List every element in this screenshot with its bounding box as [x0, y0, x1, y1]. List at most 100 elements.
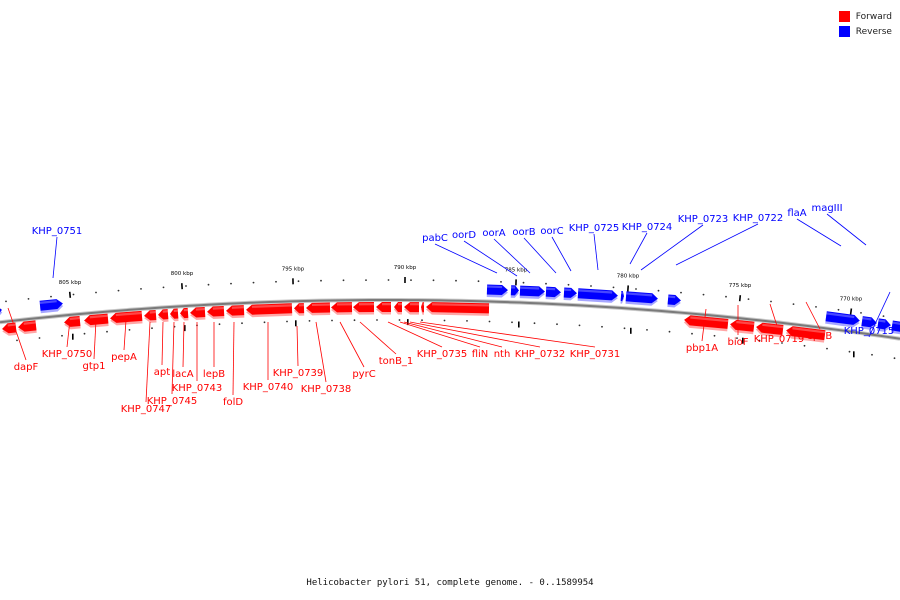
leader-line: [640, 224, 704, 271]
minor-dot: [421, 319, 423, 322]
gene-label-pbp1a: pbp1A: [686, 343, 718, 354]
gene-arrow-forward: [425, 302, 490, 316]
minor-dot: [50, 295, 52, 298]
gene-label-khp-0725: KHP_0725: [569, 223, 620, 234]
gene-label-oorb: oorB: [512, 227, 535, 238]
gene-arrow-forward: [294, 303, 305, 316]
minor-dot: [263, 321, 266, 324]
gene-label-khp-0722: KHP_0722: [733, 213, 784, 224]
minor-dot: [320, 279, 322, 282]
minor-dot: [500, 281, 502, 283]
gene-arrow-forward: [403, 302, 420, 315]
gene-arrow-reverse: [620, 291, 624, 304]
minor-dot: [725, 295, 727, 298]
minor-dot: [218, 323, 221, 326]
minor-dot: [16, 339, 18, 342]
leader-line: [339, 321, 365, 368]
tick-label: 805 kbp: [59, 280, 82, 286]
leader-line: [359, 321, 397, 355]
tick-label: 785 kbp: [505, 267, 528, 273]
gene-arrow-forward: [180, 307, 189, 321]
gene-label-khp-0731: KHP_0731: [570, 349, 621, 360]
minor-dot: [477, 280, 480, 283]
minor-dot: [668, 330, 671, 333]
leader-line: [145, 321, 151, 403]
minor-dot: [612, 286, 615, 289]
minor-dot: [736, 337, 738, 339]
minor-dot: [680, 291, 682, 294]
gene-label-apt: apt: [154, 367, 170, 378]
gene-label-gtp1: gtp1: [83, 361, 106, 372]
minor-dot: [635, 288, 637, 290]
minor-dot: [140, 288, 142, 290]
gene-arrow-reverse: [625, 291, 658, 306]
minor-dot: [848, 350, 851, 353]
minor-dot: [241, 322, 243, 325]
gene-arrow-forward: [110, 310, 143, 326]
gene-arrow-reverse: [0, 305, 3, 319]
minor-dot: [61, 334, 63, 337]
gene-arrow-forward: [158, 309, 169, 322]
gene-label-nth: nth: [494, 349, 511, 360]
tick-label: 795 kbp: [282, 266, 305, 272]
leader-line: [315, 321, 327, 383]
minor-dot: [623, 327, 626, 330]
leader-line: [826, 213, 867, 246]
leader-line: [52, 236, 58, 279]
legend-label-reverse: Reverse: [855, 26, 892, 37]
gene-arrow-forward: [306, 302, 331, 316]
genome-backbone: [0, 297, 900, 341]
gene-label-khp-0740: KHP_0740: [243, 382, 294, 393]
tick-mark: [404, 276, 406, 284]
label-leaders: [7, 213, 891, 403]
gene-arrow-reverse: [510, 285, 519, 298]
minor-dot: [702, 293, 705, 296]
gene-label-khp-0738: KHP_0738: [301, 384, 352, 395]
gene-label-fold: folD: [223, 397, 243, 408]
kbp-ticks: 805 kbp 800 kbp 795 kbp 790 kbp 785 kbp 780 k…: [59, 265, 863, 358]
gene-label-flin: fliN: [472, 349, 489, 360]
gene-arrow-forward: [170, 308, 179, 322]
gene-label-khp-0743: KHP_0743: [172, 383, 223, 394]
leader-line: [629, 232, 648, 265]
legend-swatch-reverse: [838, 26, 850, 37]
gene-arrow-reverse: [577, 288, 618, 303]
gene-arrow-reverse: [876, 318, 891, 332]
minor-dot: [331, 319, 333, 322]
tick-mark: [849, 308, 853, 315]
minor-tick-dots: [5, 279, 896, 360]
minor-dot: [893, 357, 896, 360]
gene-label-khp-0732: KHP_0732: [515, 349, 566, 360]
minor-dot: [747, 298, 750, 300]
minor-dot: [758, 339, 761, 342]
leader-line: [675, 223, 759, 266]
gene-arrow-forward: [683, 315, 729, 332]
gene-arrow-forward: [64, 315, 81, 330]
gene-label-oora: oorA: [482, 228, 505, 239]
legend-item-reverse: Reverse: [838, 24, 892, 39]
tick-mark: [853, 351, 855, 358]
gene-arrow-forward: [226, 305, 245, 319]
gene-label-flaa: flaA: [787, 208, 806, 219]
minor-dot: [567, 283, 570, 286]
minor-dot: [466, 320, 468, 322]
minor-dot: [781, 342, 783, 344]
gene-arrow-forward: [420, 302, 425, 315]
leader-line: [93, 319, 97, 360]
minor-dot: [882, 315, 885, 317]
gene-arrow-forward: [144, 309, 157, 323]
gene-arrow-forward: [376, 301, 392, 315]
legend: Forward Reverse: [838, 9, 892, 39]
legend-item-forward: Forward: [838, 9, 892, 24]
gene-arrow-reverse: [39, 299, 64, 314]
gene-label-lepb: lepB: [203, 369, 225, 380]
tick-label: 790 kbp: [394, 265, 417, 271]
tick-mark: [738, 295, 742, 302]
leader-line: [434, 243, 498, 274]
tick-label: 770 kbp: [840, 297, 863, 303]
legend-label-forward: Forward: [855, 11, 892, 22]
minor-dot: [286, 320, 288, 323]
minor-dot: [556, 323, 558, 326]
minor-dot: [815, 306, 817, 308]
tick-mark: [295, 320, 297, 327]
